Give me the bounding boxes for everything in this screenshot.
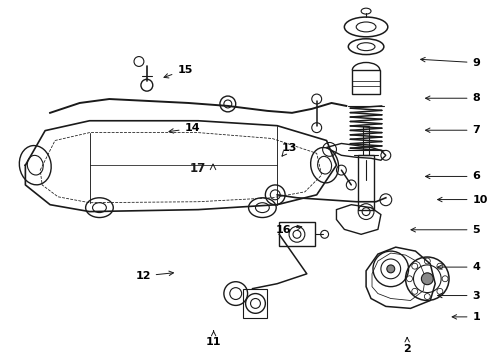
- Text: 6: 6: [425, 171, 480, 181]
- Text: 13: 13: [281, 143, 297, 156]
- Circle shape: [387, 265, 395, 273]
- Bar: [358, 155, 374, 210]
- Text: 11: 11: [206, 331, 221, 347]
- Text: 4: 4: [438, 262, 480, 272]
- Text: 12: 12: [135, 271, 173, 281]
- Bar: [363, 126, 369, 155]
- Text: 3: 3: [438, 291, 480, 301]
- Text: 7: 7: [425, 125, 480, 135]
- Text: 5: 5: [411, 225, 480, 235]
- Text: 9: 9: [421, 57, 480, 68]
- Circle shape: [421, 273, 433, 285]
- Text: 16: 16: [275, 225, 302, 235]
- Text: 2: 2: [403, 337, 411, 354]
- Text: 10: 10: [438, 194, 488, 204]
- Bar: [279, 222, 315, 246]
- Text: 14: 14: [169, 123, 200, 134]
- Text: 8: 8: [425, 93, 480, 103]
- Text: 17: 17: [190, 162, 206, 175]
- Text: 1: 1: [452, 312, 480, 322]
- Bar: [352, 71, 380, 94]
- Bar: [243, 289, 268, 318]
- Text: 15: 15: [164, 65, 193, 78]
